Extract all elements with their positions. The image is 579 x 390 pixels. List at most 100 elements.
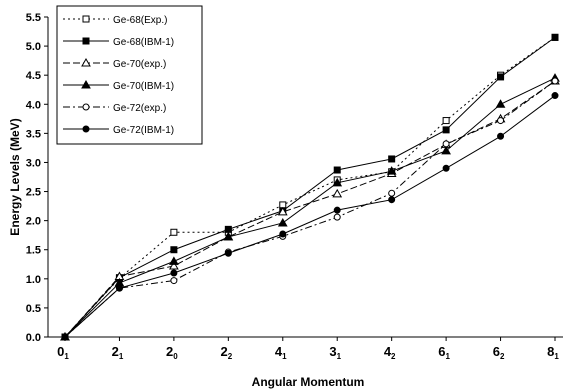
legend-label: Ge-70(exp.) (113, 59, 166, 70)
data-point (442, 140, 450, 148)
data-point (61, 333, 69, 341)
legend-box (56, 5, 203, 145)
legend: Ge-68(Exp.) Ge-68(IBM-1) Ge-70(exp.) Ge-70(… (56, 5, 203, 145)
data-point (497, 73, 505, 81)
x-tick-label: 42 (384, 344, 396, 361)
y-tick-label: 2.0 (26, 216, 41, 228)
data-point (333, 206, 341, 214)
series-4 (60, 73, 560, 341)
y-tick-label: 0.5 (26, 303, 41, 315)
x-tick-main: 4 (275, 344, 283, 359)
data-point (169, 261, 179, 270)
y-axis-label: Energy Levels (MeV) (8, 118, 22, 235)
data-point (170, 277, 178, 285)
legend-item: Ge-72(IBM-1) (63, 125, 174, 136)
data-point (495, 99, 506, 108)
legend-item: Ge-68(Exp.) (63, 15, 167, 26)
x-tick-subscript: 1 (446, 352, 451, 361)
x-tick-subscript: 0 (173, 352, 178, 361)
data-point (551, 77, 559, 85)
x-tick-subscript: 1 (119, 352, 124, 361)
x-tick-subscript: 2 (228, 352, 233, 361)
x-tick-main: 6 (438, 344, 445, 359)
axes: 0.00.51.01.52.02.53.03.54.04.55.05.501 21… (26, 12, 563, 361)
legend-item: Ge-68(IBM-1) (63, 37, 174, 48)
data-point (442, 126, 450, 134)
data-point (388, 189, 396, 197)
data-point (279, 230, 287, 238)
x-tick-subscript: 1 (554, 352, 559, 361)
x-tick-main: 0 (57, 344, 64, 359)
data-point (497, 117, 505, 125)
x-tick-label: 20 (166, 344, 178, 361)
data-point (333, 166, 341, 174)
x-tick-subscript: 1 (337, 352, 342, 361)
y-tick-label: 4.0 (26, 99, 41, 111)
x-tick-label: 31 (329, 344, 341, 361)
x-tick-label: 62 (493, 344, 505, 361)
x-tick-subscript: 2 (500, 352, 505, 361)
y-tick-label: 1.5 (26, 245, 41, 257)
data-point (170, 269, 178, 277)
data-point (442, 164, 450, 172)
data-point (497, 132, 505, 140)
data-point (115, 284, 123, 292)
y-tick-label: 4.5 (26, 70, 41, 82)
legend-marker (82, 103, 90, 111)
y-tick-label: 3.5 (26, 128, 41, 140)
data-point (441, 145, 451, 155)
data-point (277, 217, 288, 227)
series-line (64, 80, 556, 338)
y-tick-label: 2.5 (26, 187, 41, 199)
data-point (388, 196, 396, 204)
legend-marker (82, 15, 90, 23)
data-point (224, 249, 232, 257)
x-tick-main: 8 (547, 344, 554, 359)
series-line (64, 95, 556, 338)
series-line (64, 36, 556, 338)
series-line (64, 77, 556, 338)
x-axis-label: Angular Momentum (252, 375, 365, 389)
x-tick-label: 81 (547, 344, 559, 361)
series-layer (60, 33, 560, 341)
x-tick-label: 21 (112, 344, 124, 361)
data-point (332, 177, 343, 187)
x-tick-main: 6 (493, 344, 500, 359)
x-tick-main: 3 (329, 344, 336, 359)
data-point (170, 246, 178, 254)
x-tick-subscript: 1 (282, 352, 287, 361)
legend-label: Ge-68(IBM-1) (113, 37, 174, 48)
series-line (64, 80, 556, 338)
x-tick-label: 61 (438, 344, 450, 361)
x-tick-subscript: 2 (391, 352, 396, 361)
legend-marker (81, 57, 91, 67)
data-point (442, 117, 450, 125)
legend-item: Ge-72(exp.) (63, 103, 166, 114)
series-line (64, 36, 556, 338)
x-tick-main: 2 (112, 344, 119, 359)
legend-marker (82, 125, 90, 133)
y-tick-label: 1.0 (26, 274, 41, 286)
y-tick-label: 0.0 (26, 332, 41, 344)
x-tick-main: 4 (384, 344, 392, 359)
data-point (224, 225, 232, 233)
x-tick-label: 41 (275, 344, 287, 361)
legend-item: Ge-70(exp.) (63, 57, 166, 70)
x-tick-main: 2 (220, 344, 227, 359)
y-tick-label: 3.0 (26, 157, 41, 169)
legend-label: Ge-68(Exp.) (113, 15, 167, 26)
series-6 (61, 92, 559, 341)
legend-label: Ge-72(exp.) (113, 103, 166, 114)
data-point (551, 92, 559, 100)
x-tick-label: 22 (220, 344, 232, 361)
legend-item: Ge-70(IBM-1) (63, 79, 174, 92)
legend-label: Ge-70(IBM-1) (113, 81, 174, 92)
y-tick-label: 5.0 (26, 41, 41, 53)
legend-marker (81, 79, 91, 89)
data-point (333, 213, 341, 221)
data-point (169, 256, 179, 265)
data-point (332, 188, 343, 198)
legend-label: Ge-72(IBM-1) (113, 125, 174, 136)
data-point (386, 166, 397, 175)
